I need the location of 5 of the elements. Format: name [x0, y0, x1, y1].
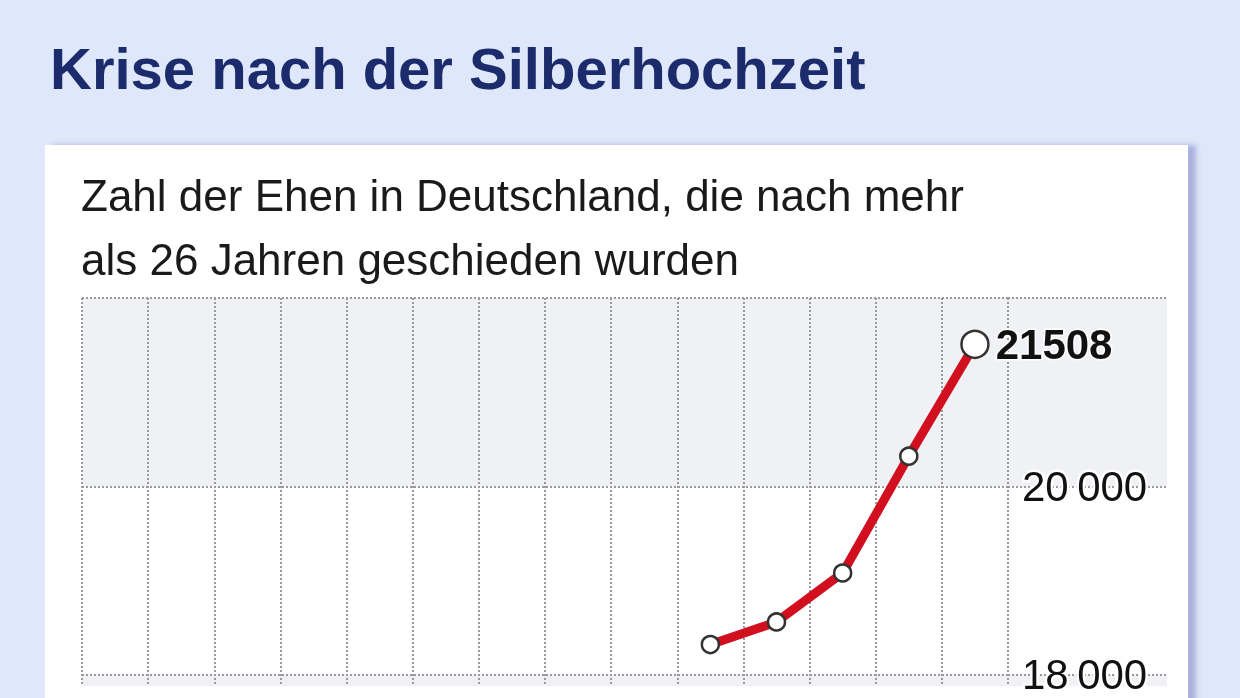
y-tick-label: 20 000	[1022, 462, 1148, 510]
y-tick-label: 18 000	[1022, 651, 1148, 698]
chart-title: Krise nach der Silberhochzeit	[50, 35, 866, 101]
data-label: 21508	[995, 320, 1113, 368]
chart-subtitle: Zahl der Ehen in Deutschland, die nach mehr als 26 Jahren geschieden wurden	[81, 170, 977, 284]
